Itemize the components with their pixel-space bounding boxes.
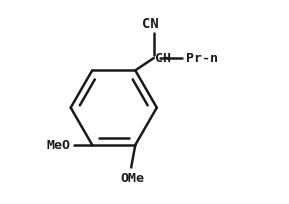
Text: CN: CN <box>142 17 159 31</box>
Text: OMe: OMe <box>120 171 144 184</box>
Text: MeO: MeO <box>47 139 71 152</box>
Text: CH: CH <box>155 52 171 65</box>
Text: Pr-n: Pr-n <box>186 52 218 65</box>
